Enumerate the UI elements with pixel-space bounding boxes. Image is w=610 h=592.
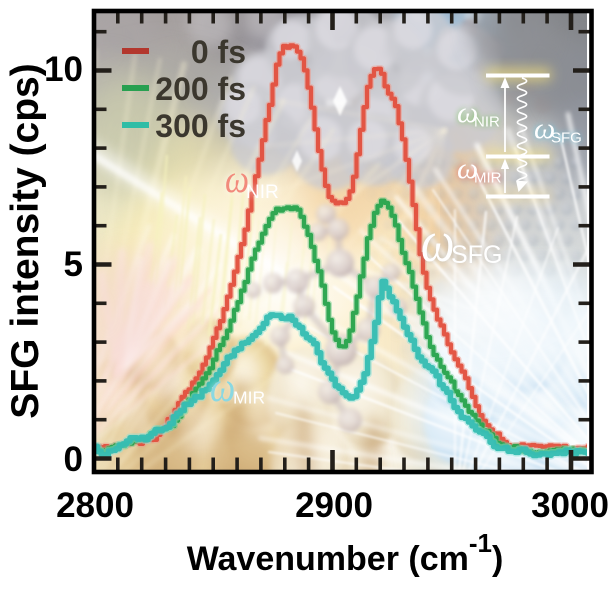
svg-text:ω: ω: [534, 112, 555, 145]
svg-text:SFG intensity (cps): SFG intensity (cps): [4, 63, 47, 418]
svg-text:NIR: NIR: [246, 182, 279, 203]
svg-text:NIR: NIR: [246, 182, 279, 203]
svg-text:0 fs: 0 fs: [191, 34, 246, 70]
svg-text:MIR: MIR: [474, 170, 502, 187]
svg-text:300 fs: 300 fs: [155, 108, 246, 144]
svg-text:ω: ω: [534, 112, 555, 145]
svg-text:SFG: SFG: [451, 241, 502, 269]
svg-text:ω: ω: [457, 96, 478, 129]
svg-text:MIR: MIR: [474, 170, 502, 187]
svg-text:ω: ω: [421, 211, 455, 274]
svg-text:200 fs: 200 fs: [155, 71, 246, 107]
svg-text:ω: ω: [421, 211, 455, 274]
svg-text:2900: 2900: [295, 486, 373, 525]
svg-text:Wavenumber (cm-1): Wavenumber (cm-1): [187, 528, 504, 578]
svg-text:ω: ω: [210, 364, 235, 410]
svg-text:SFG: SFG: [551, 130, 582, 147]
svg-text:ω: ω: [225, 158, 249, 202]
svg-text:10: 10: [44, 50, 83, 89]
svg-text:ω: ω: [457, 152, 478, 185]
svg-text:SFG: SFG: [451, 241, 502, 269]
svg-text:MIR: MIR: [233, 388, 265, 408]
svg-text:ω: ω: [457, 152, 478, 185]
svg-text:3000: 3000: [531, 486, 609, 525]
svg-text:MIR: MIR: [233, 388, 265, 408]
svg-text:ω: ω: [210, 364, 235, 410]
svg-text:NIR: NIR: [474, 114, 500, 131]
svg-text:2800: 2800: [56, 486, 134, 525]
svg-text:5: 5: [64, 245, 83, 284]
svg-text:NIR: NIR: [474, 114, 500, 131]
svg-text:SFG: SFG: [551, 130, 582, 147]
svg-text:ω: ω: [225, 158, 249, 202]
svg-text:ω: ω: [457, 96, 478, 129]
svg-text:0: 0: [64, 440, 83, 479]
